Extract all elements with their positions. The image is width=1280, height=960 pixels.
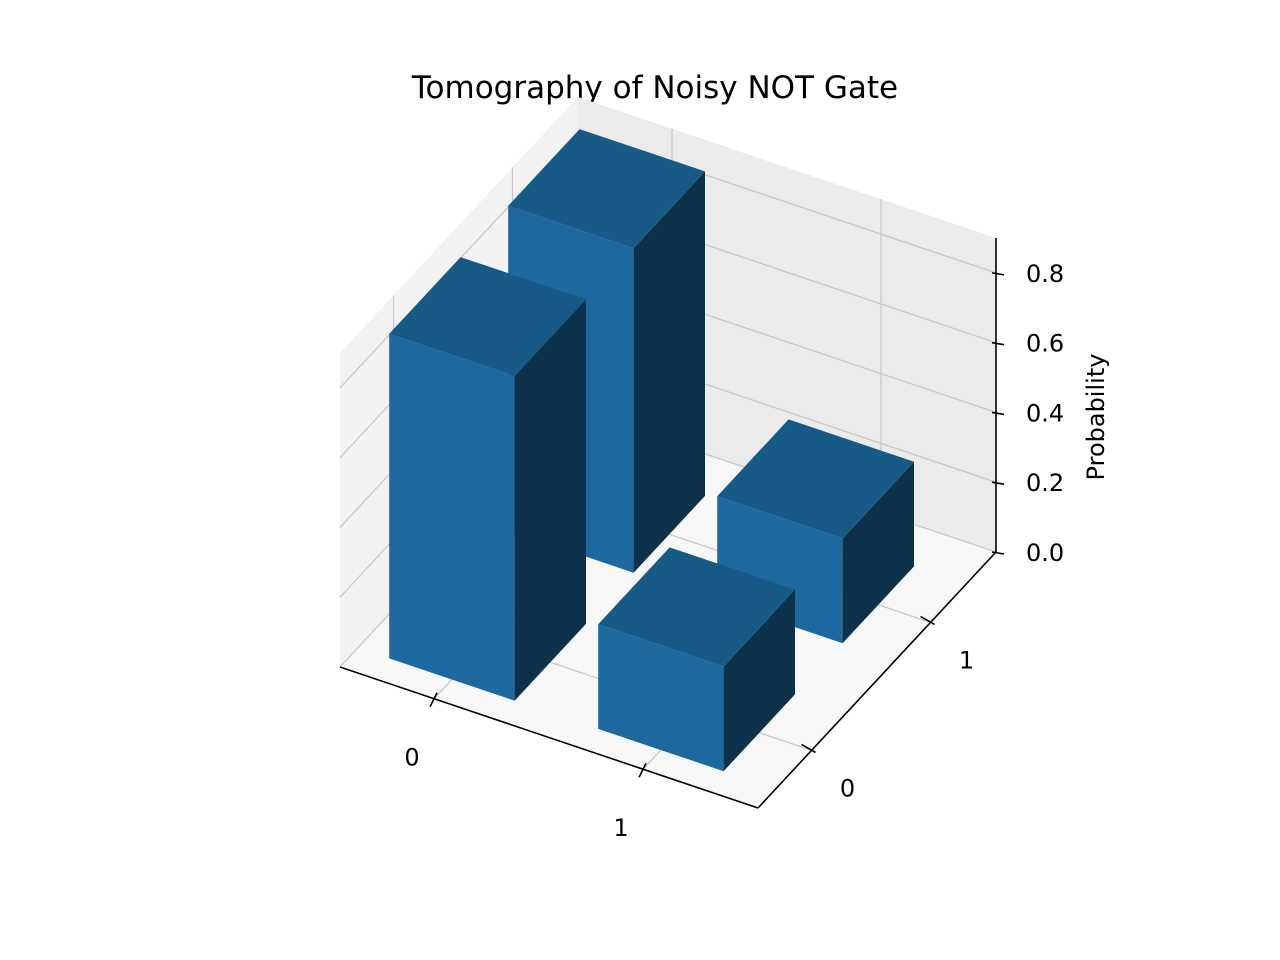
z-axis-label: Probability (1082, 354, 1110, 481)
x-tick-label: 1 (613, 814, 628, 842)
z-tick-label: 0.0 (1026, 539, 1064, 567)
z-tick-label: 0.4 (1026, 399, 1064, 427)
bar-side-face (842, 461, 914, 644)
z-tick (991, 341, 1005, 346)
bar-side-face (633, 171, 705, 573)
x-tick (429, 692, 438, 708)
x-tick (638, 762, 647, 778)
y-tick-label: 1 (959, 646, 974, 674)
axis-lines (339, 238, 997, 809)
z-tick (991, 551, 1005, 555)
bar-top-face (717, 419, 914, 539)
bar-front-face (598, 624, 724, 772)
bar-top-face (598, 547, 795, 667)
bar (389, 257, 586, 701)
y-tick-label: 0 (840, 774, 855, 802)
z-tick-label: 0.6 (1026, 330, 1064, 358)
axis-ticks: 0 1 0 1 0.0 0.2 0.4 0.6 0.8 (404, 260, 1064, 842)
bar-side-face (514, 299, 586, 701)
chart-title: Tomography of Noisy NOT Gate (411, 70, 898, 106)
y-tick (920, 615, 935, 626)
bar-side-face (723, 589, 795, 772)
bars (389, 129, 914, 772)
z-tick-label: 0.8 (1026, 260, 1064, 288)
z-tick (991, 481, 1005, 486)
x-tick-label: 0 (404, 744, 419, 772)
z-tick (991, 411, 1005, 416)
bar-top-face (389, 257, 586, 377)
z-tick (991, 272, 1005, 276)
bar-top-face (508, 129, 705, 249)
x-axis-line (339, 666, 759, 809)
z-tick-label: 0.2 (1026, 469, 1064, 497)
y-axis-line (757, 551, 997, 809)
y-tick (801, 743, 816, 754)
bar-front-face (389, 333, 515, 701)
bar (717, 419, 914, 644)
bar (598, 547, 795, 772)
